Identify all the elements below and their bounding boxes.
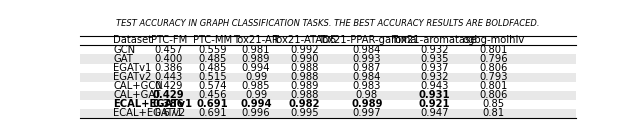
Text: EGATv1: EGATv1 xyxy=(113,63,152,73)
Text: 0.443: 0.443 xyxy=(155,72,183,82)
Text: 0.931: 0.931 xyxy=(419,90,450,100)
Text: 0.386: 0.386 xyxy=(153,99,184,109)
Text: 0.932: 0.932 xyxy=(420,45,449,55)
Text: 0.947: 0.947 xyxy=(420,109,449,118)
Text: 0.671: 0.671 xyxy=(154,109,183,118)
Text: 0.806: 0.806 xyxy=(479,90,508,100)
Text: 0.429: 0.429 xyxy=(154,81,183,91)
Text: 0.806: 0.806 xyxy=(479,63,508,73)
Text: 0.989: 0.989 xyxy=(351,99,383,109)
Text: PTC-FM: PTC-FM xyxy=(150,35,187,45)
Text: 0.98: 0.98 xyxy=(356,90,378,100)
Text: 0.574: 0.574 xyxy=(198,81,227,91)
Text: Tox21-PPAR-gamma: Tox21-PPAR-gamma xyxy=(317,35,416,45)
Text: 0.400: 0.400 xyxy=(155,54,183,64)
Text: GCN: GCN xyxy=(113,45,136,55)
Text: 0.691: 0.691 xyxy=(196,99,228,109)
Text: ogbg-molhiv: ogbg-molhiv xyxy=(463,35,525,45)
Text: 0.989: 0.989 xyxy=(291,81,319,91)
Text: 0.993: 0.993 xyxy=(353,54,381,64)
Text: 0.429: 0.429 xyxy=(153,90,184,100)
Text: 0.485: 0.485 xyxy=(198,63,227,73)
Bar xyxy=(80,91,576,100)
Text: 0.984: 0.984 xyxy=(353,45,381,55)
Text: Dataset: Dataset xyxy=(113,35,152,45)
Bar xyxy=(80,54,576,64)
Text: 0.981: 0.981 xyxy=(242,45,270,55)
Text: 0.995: 0.995 xyxy=(291,109,319,118)
Text: 0.932: 0.932 xyxy=(420,72,449,82)
Text: 0.996: 0.996 xyxy=(242,109,270,118)
Text: TEST ACCURACY IN GRAPH CLASSIFICATION TASKS. THE BEST ACCURACY RESULTS ARE BOLDF: TEST ACCURACY IN GRAPH CLASSIFICATION TA… xyxy=(116,19,540,28)
Text: 0.988: 0.988 xyxy=(291,63,319,73)
Text: 0.386: 0.386 xyxy=(155,63,183,73)
Text: 0.943: 0.943 xyxy=(420,81,449,91)
Text: Tox21-ATAD5: Tox21-ATAD5 xyxy=(273,35,337,45)
Text: 0.989: 0.989 xyxy=(242,54,270,64)
Text: 0.990: 0.990 xyxy=(291,54,319,64)
Text: ECAL+EGATv2: ECAL+EGATv2 xyxy=(113,109,186,118)
Text: 0.921: 0.921 xyxy=(419,99,450,109)
Text: 0.801: 0.801 xyxy=(479,45,508,55)
Text: 0.985: 0.985 xyxy=(242,81,270,91)
Text: 0.994: 0.994 xyxy=(242,63,270,73)
Text: 0.983: 0.983 xyxy=(353,81,381,91)
Text: EGATv2: EGATv2 xyxy=(113,72,152,82)
Bar xyxy=(80,109,576,118)
Text: 0.515: 0.515 xyxy=(198,72,227,82)
Text: 0.801: 0.801 xyxy=(479,81,508,91)
Text: ECAL+EGATv1: ECAL+EGATv1 xyxy=(113,99,193,109)
Text: 0.982: 0.982 xyxy=(289,99,321,109)
Text: CAL+GAT: CAL+GAT xyxy=(113,90,161,100)
Text: 0.984: 0.984 xyxy=(353,72,381,82)
Text: 0.99: 0.99 xyxy=(245,72,268,82)
Text: 0.992: 0.992 xyxy=(291,45,319,55)
Text: 0.994: 0.994 xyxy=(240,99,272,109)
Text: 0.456: 0.456 xyxy=(198,90,227,100)
Text: 0.485: 0.485 xyxy=(198,54,227,64)
Text: 0.988: 0.988 xyxy=(291,90,319,100)
Text: 0.85: 0.85 xyxy=(483,99,505,109)
Text: 0.99: 0.99 xyxy=(245,90,268,100)
Text: 0.997: 0.997 xyxy=(353,109,381,118)
Text: 0.559: 0.559 xyxy=(198,45,227,55)
Text: 0.937: 0.937 xyxy=(420,63,449,73)
Text: 0.793: 0.793 xyxy=(479,72,508,82)
Text: 0.988: 0.988 xyxy=(291,72,319,82)
Text: Tox21-AR: Tox21-AR xyxy=(233,35,279,45)
Text: 0.691: 0.691 xyxy=(198,109,227,118)
Text: 0.457: 0.457 xyxy=(154,45,183,55)
Text: PTC-MM: PTC-MM xyxy=(193,35,232,45)
Text: GAT: GAT xyxy=(113,54,133,64)
Text: Tox21-aromatase: Tox21-aromatase xyxy=(392,35,477,45)
Text: 0.796: 0.796 xyxy=(479,54,508,64)
Text: 0.935: 0.935 xyxy=(420,54,449,64)
Bar xyxy=(80,73,576,82)
Text: CAL+GCN: CAL+GCN xyxy=(113,81,163,91)
Text: 0.81: 0.81 xyxy=(483,109,505,118)
Text: 0.987: 0.987 xyxy=(353,63,381,73)
